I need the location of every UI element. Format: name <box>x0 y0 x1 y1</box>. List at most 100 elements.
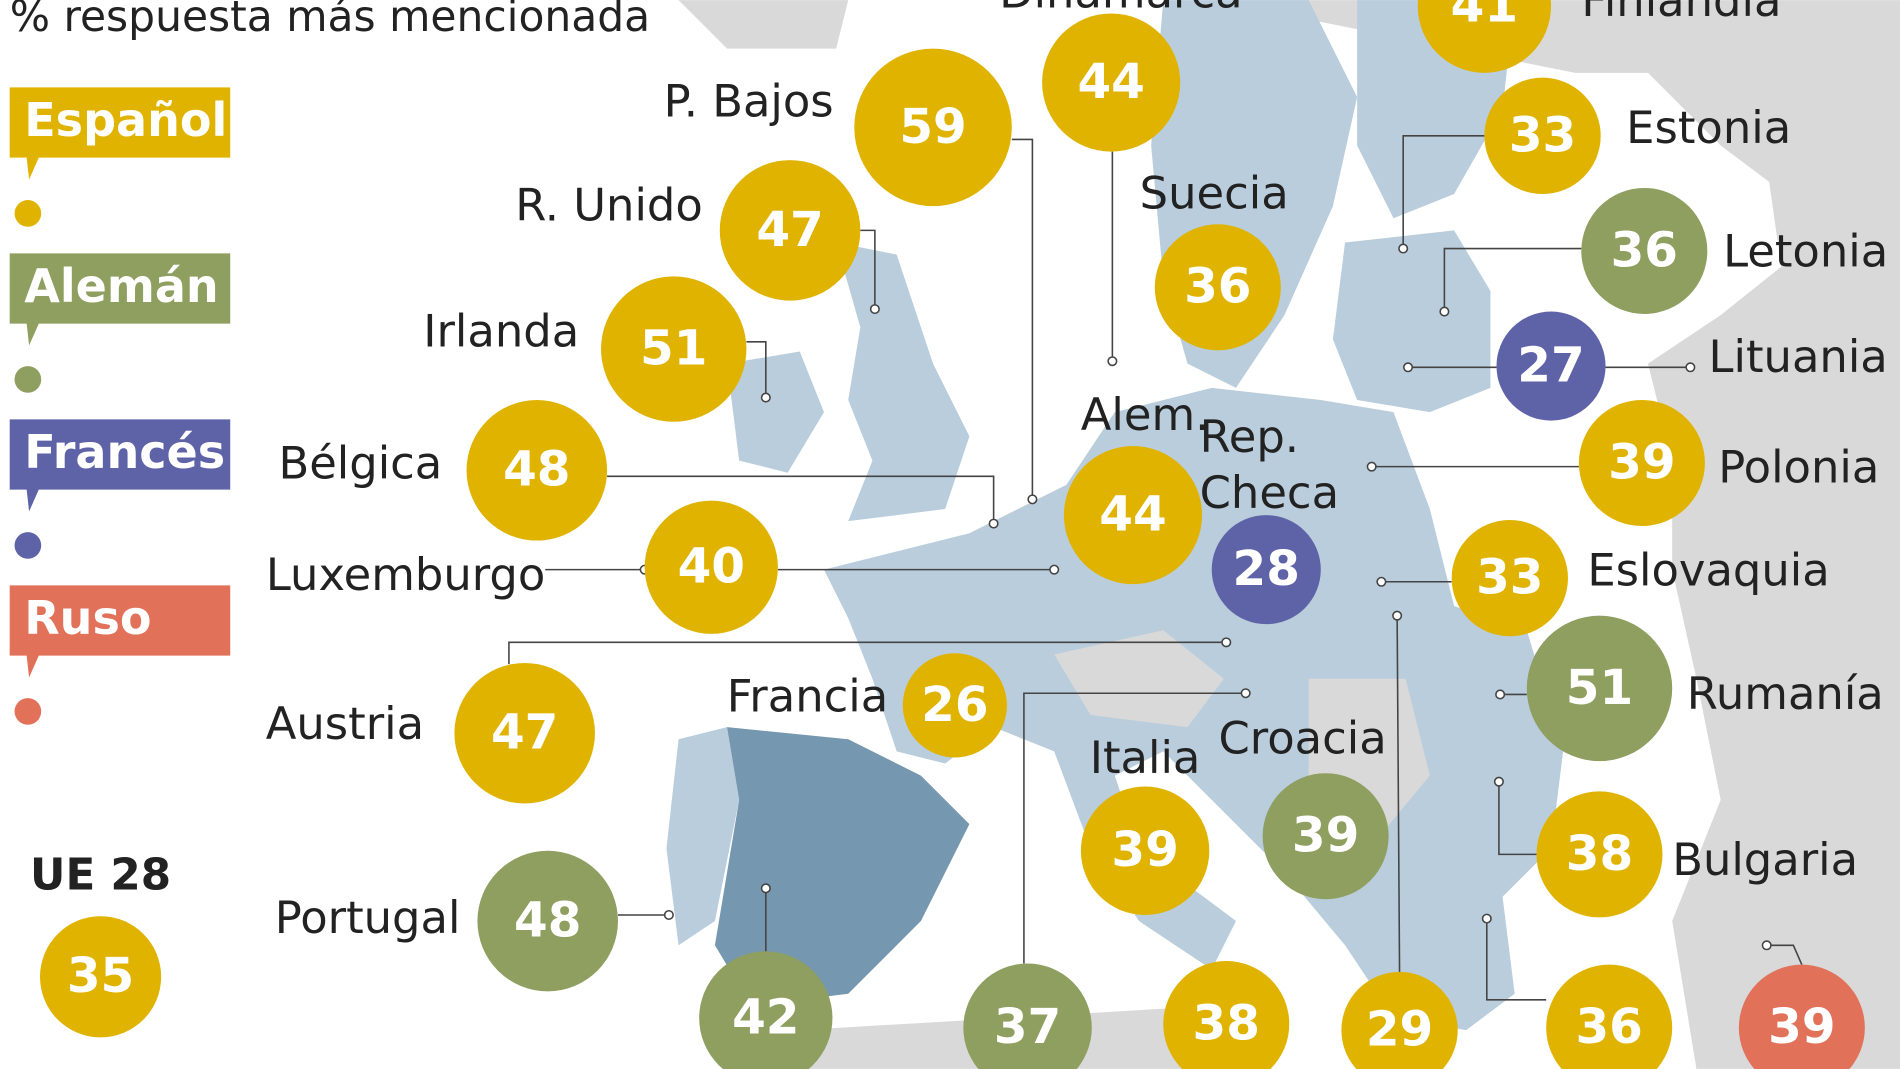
country-bubble <box>1484 77 1601 195</box>
country-value: 44 <box>1099 487 1166 543</box>
country-value: 59 <box>899 99 966 155</box>
country-bubble <box>854 48 1012 207</box>
country-bubble <box>963 963 1092 1069</box>
legend-label: Alemán <box>24 259 218 313</box>
country-label: Alem. <box>1081 388 1210 441</box>
country-value: 33 <box>1509 107 1576 163</box>
country-value: 39 <box>1292 808 1359 864</box>
leader-line <box>1766 944 1803 965</box>
country-label: Suecia <box>1140 166 1289 219</box>
country-bubble <box>1211 515 1321 625</box>
leader-line <box>1443 247 1582 312</box>
country-bubble <box>1536 791 1663 918</box>
leader-dot <box>1403 362 1414 373</box>
country-bubble <box>1163 961 1290 1069</box>
country-label: R. Unido <box>515 179 703 232</box>
leader-dot <box>760 392 771 403</box>
country-label: Austria <box>266 697 424 750</box>
country-bubble <box>1496 311 1606 421</box>
country-label: Letonia <box>1723 225 1888 278</box>
country-label: P. Bajos <box>664 74 834 127</box>
eu-bubble <box>39 916 162 1038</box>
legend-dot <box>14 532 42 559</box>
country-bubble <box>1578 399 1705 527</box>
legend-label: Ruso <box>24 591 151 645</box>
country-bubble <box>1417 0 1552 73</box>
leader-line <box>1402 135 1485 249</box>
legend-callout <box>9 419 231 512</box>
eu-label: UE 28 <box>30 850 171 900</box>
country-label: Finlandia <box>1581 0 1781 27</box>
country-label: Francia <box>727 669 888 722</box>
country-value: 28 <box>1233 541 1300 597</box>
leader-line <box>508 641 1227 665</box>
country-bubble <box>1154 224 1281 351</box>
bubbles: 41 Finlandia 44 Dinamarca 59 P. Bajos 47 R. Uni… <box>266 0 1888 1069</box>
country-bubble <box>902 653 1007 758</box>
country-value: 41 <box>1451 0 1518 34</box>
country-bubble <box>699 951 833 1069</box>
leader-dot <box>1481 913 1492 924</box>
country-bubble <box>1080 786 1210 915</box>
country-bubble <box>1738 964 1865 1069</box>
country-label: Lituania <box>1709 330 1888 383</box>
country-bubble <box>601 276 747 422</box>
country-value: 44 <box>1077 54 1144 110</box>
country-value: 29 <box>1366 1002 1433 1058</box>
leader-dot <box>1439 306 1450 317</box>
country-label: Bélgica <box>278 437 442 490</box>
legend-label: Francés <box>24 425 225 479</box>
country-label: Polonia <box>1718 440 1879 493</box>
leader-line <box>1023 692 1246 964</box>
leader-dot <box>1495 689 1506 700</box>
subtitle: % respuesta más mencionada <box>10 0 650 42</box>
leader-dot <box>1221 637 1232 648</box>
legend-label: Español <box>24 93 227 147</box>
leader-line <box>746 341 767 398</box>
country-value: 40 <box>678 539 745 595</box>
leader-dot <box>1107 356 1118 367</box>
country-value: 48 <box>514 892 581 948</box>
leader-dot <box>663 909 674 921</box>
leader-dot <box>1376 576 1387 587</box>
leader-lines <box>508 135 1803 1001</box>
country-value: 38 <box>1193 995 1260 1051</box>
country-value: 48 <box>503 442 570 498</box>
country-label: Irlanda <box>423 305 579 358</box>
leader-dot <box>1392 610 1403 621</box>
country-value: 33 <box>1476 550 1543 606</box>
legend-dot <box>14 366 42 393</box>
country-value: 51 <box>1566 660 1633 716</box>
country-label: Croacia <box>1219 712 1387 765</box>
country-label: Portugal <box>275 891 461 944</box>
leader-dot <box>1366 461 1377 472</box>
leader-line <box>607 475 995 524</box>
leader-dot <box>760 883 771 894</box>
country-value: 51 <box>640 321 707 377</box>
country-bubble <box>1581 187 1708 314</box>
country-bubble <box>1451 519 1568 637</box>
country-bubble <box>466 399 608 541</box>
leader-line <box>1011 138 1034 500</box>
leader-dot <box>1027 494 1038 505</box>
country-value: 26 <box>921 677 988 733</box>
leader-line <box>860 229 876 310</box>
country-bubble <box>1063 446 1203 585</box>
country-value: 36 <box>1611 222 1678 278</box>
legend-callout <box>9 87 231 180</box>
legend-dot <box>14 200 42 227</box>
country-bubble <box>719 160 861 301</box>
legend-callout <box>9 253 231 346</box>
country-label: Eslovaquia <box>1587 543 1829 596</box>
leader-dot <box>1398 243 1409 254</box>
country-label-box: Rep. Checa <box>1200 411 1339 519</box>
country-value: 39 <box>1768 999 1835 1055</box>
legend-dot <box>14 698 42 725</box>
country-value: 27 <box>1517 337 1584 393</box>
legend: Español Alemán Francés Ruso UE 28 35 <box>9 87 231 1038</box>
country-label: Rumanía <box>1687 667 1884 720</box>
country-value: 38 <box>1566 826 1633 882</box>
leader-dot <box>1685 362 1696 373</box>
